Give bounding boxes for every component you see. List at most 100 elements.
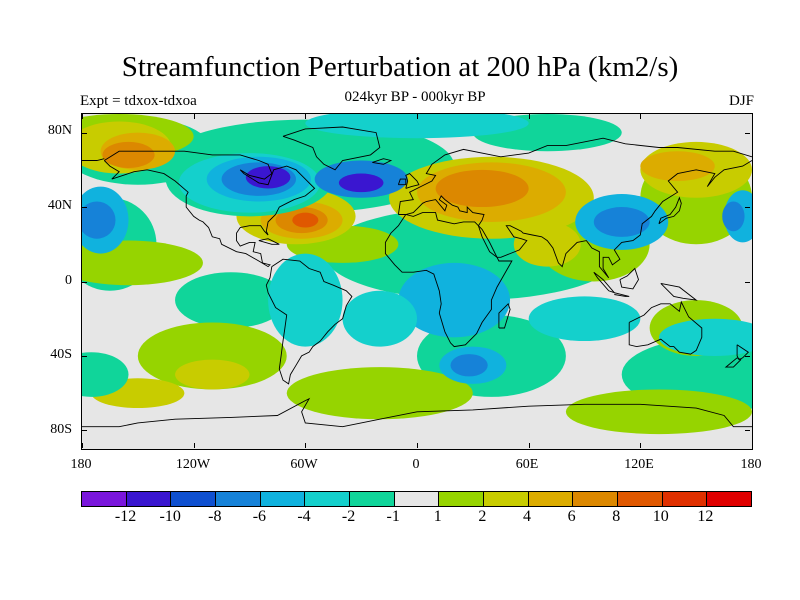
coastline	[660, 282, 698, 301]
coastline	[614, 292, 630, 297]
y-tick-label-40n: 40N	[47, 198, 72, 213]
coastline	[593, 271, 616, 294]
x-tick-label-120w: 120W	[175, 457, 211, 472]
coastline	[397, 137, 752, 215]
colorbar-segment	[260, 492, 306, 506]
contour-region	[268, 253, 343, 347]
plot-title: Streamfunction Perturbation at 200 hPa (…	[121, 51, 679, 83]
coastline	[372, 158, 393, 165]
tick-mark	[193, 443, 195, 448]
tick-mark	[305, 443, 307, 448]
contour-region	[292, 212, 319, 228]
colorbar-label: 4	[523, 508, 531, 525]
contour-region	[82, 240, 203, 286]
contour-region	[338, 173, 384, 193]
tick-mark	[305, 114, 307, 119]
contour-region	[640, 151, 715, 181]
colorbar-label: 6	[567, 508, 576, 525]
tick-mark	[417, 443, 418, 448]
contour-region	[398, 262, 511, 338]
colorbar-segment	[439, 492, 485, 506]
coastline	[384, 212, 513, 348]
y-tick-label-80n: 80N	[47, 123, 72, 138]
tick-mark	[82, 114, 83, 119]
season-label: DJF	[728, 93, 754, 109]
tick-mark	[745, 355, 750, 357]
coastline	[405, 173, 420, 189]
x-tick-label-180e: 180	[740, 457, 762, 472]
colorbar-label: 10	[652, 508, 669, 525]
y-tick-label-40s: 40S	[50, 347, 72, 362]
colorbar-label: 2	[478, 508, 487, 525]
tick-mark	[528, 443, 530, 448]
tick-mark	[82, 430, 87, 432]
contour-region	[175, 359, 250, 390]
tick-mark	[82, 443, 83, 448]
colorbar-segment	[350, 492, 395, 506]
colorbar-segment	[216, 492, 261, 506]
colorbar-label: -12	[114, 508, 137, 525]
tick-mark	[640, 443, 642, 448]
colorbar-segment	[305, 492, 351, 506]
tick-mark	[193, 114, 195, 119]
contour-region	[528, 296, 641, 342]
contour-field-layer	[82, 114, 752, 435]
colorbar-label: 12	[697, 508, 714, 525]
coastline	[628, 300, 703, 355]
colorbar-segment	[528, 492, 574, 506]
tick-mark	[745, 430, 750, 432]
colorbar-segment	[171, 492, 217, 506]
tick-mark	[640, 114, 642, 119]
plot-subtitle: 024kyr BP - 000kyr BP	[344, 89, 486, 105]
contour-region	[286, 367, 473, 420]
colorbar-label: 8	[612, 508, 621, 525]
contour-region	[593, 207, 650, 237]
coastline	[498, 302, 511, 329]
tick-mark	[82, 207, 87, 209]
coastline	[258, 238, 280, 245]
experiment-label: Expt = tdxox-tdxoa	[80, 93, 197, 109]
tick-mark	[745, 281, 750, 283]
y-tick-label-80s: 80S	[50, 422, 72, 437]
contour-region	[565, 389, 752, 435]
coastline	[724, 357, 742, 368]
colorbar-segment	[126, 492, 172, 506]
tick-mark	[417, 114, 418, 119]
colorbar-segment	[394, 492, 440, 506]
colorbar-segment	[707, 492, 752, 506]
contour-region	[82, 201, 116, 239]
colorbar-segment	[662, 492, 708, 506]
tick-mark	[752, 114, 753, 119]
colorbar-segment	[484, 492, 529, 506]
colorbar-segment	[82, 492, 127, 506]
coastline	[736, 344, 750, 361]
coastline	[619, 267, 639, 290]
coastline	[398, 160, 752, 279]
coastline	[282, 126, 381, 171]
contour-region	[175, 272, 287, 329]
tick-mark	[82, 132, 87, 134]
coastline-layer	[82, 126, 752, 428]
contour-region	[450, 354, 488, 377]
coastline	[397, 178, 407, 186]
colorbar-segment	[618, 492, 663, 506]
colorbar-label: -2	[341, 508, 356, 525]
contour-region	[342, 290, 417, 347]
contour-region	[245, 166, 291, 189]
streamfunction-map	[82, 114, 752, 449]
x-tick-label-60w: 60W	[290, 457, 318, 472]
colorbar-label: -8	[208, 508, 222, 525]
colorbar-label: -1	[386, 508, 400, 525]
coastline	[265, 258, 353, 385]
colorbar	[81, 491, 752, 507]
colorbar-label: 1	[433, 508, 442, 525]
contour-region	[513, 221, 581, 267]
contour-region	[722, 201, 745, 232]
tick-mark	[745, 132, 750, 134]
coastline	[103, 150, 316, 268]
tick-mark	[745, 207, 750, 209]
coastline	[82, 397, 752, 428]
contour-region	[658, 318, 752, 356]
tick-mark	[82, 281, 87, 283]
contour-region	[435, 169, 529, 208]
